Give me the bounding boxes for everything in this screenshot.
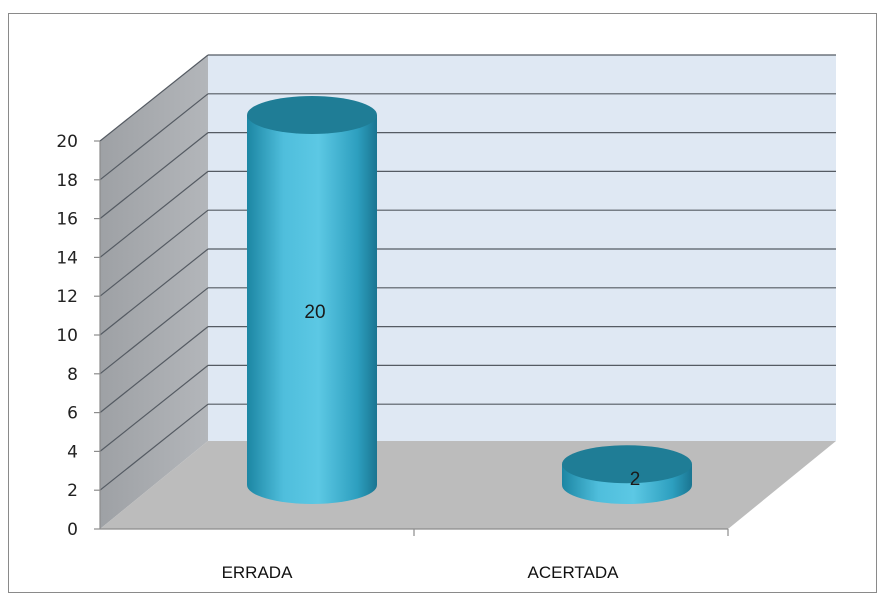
gridline-side-20 [99,54,209,142]
gridline-side-2 [99,403,209,491]
gridline-side-6 [99,326,209,414]
bars: 20 2 [247,96,692,504]
plot-walls [100,55,836,529]
y-tick-label-4: 4 [67,442,78,462]
y-tick-label-18: 18 [56,171,78,191]
y-tick-label-2: 2 [67,481,78,501]
category-label-acertada: ACERTADA [527,563,619,582]
y-tick-labels: 0 2 4 6 8 10 12 14 16 18 20 [56,132,78,540]
gridline-side-10 [99,248,209,336]
floor [100,441,836,529]
y-tick-label-14: 14 [56,248,78,268]
gridline-side-14 [99,170,209,258]
bar-top-0 [247,96,377,134]
gridline-side-18 [99,93,209,181]
data-label-0: 20 [304,302,325,323]
data-label-1: 2 [630,469,641,490]
y-tick-label-20: 20 [56,132,78,152]
bar-body-0 [247,115,377,504]
gridline-side-16 [99,132,209,220]
y-tick-label-6: 6 [67,404,78,424]
gridline-side-12 [99,209,209,297]
y-tick-label-12: 12 [56,287,78,307]
bar-acertada: 2 [562,445,692,504]
y-tick-label-0: 0 [67,520,78,540]
gridline-side-4 [99,364,209,452]
category-label-errada: ERRADA [222,563,294,582]
y-tick-label-10: 10 [56,326,78,346]
gridline-side-8 [99,287,209,375]
category-labels: ERRADA ACERTADA [222,563,620,582]
y-tick-label-16: 16 [56,210,78,230]
y-axis [94,140,729,536]
bar-errada: 20 [247,96,377,504]
bar-top-1 [562,445,692,484]
y-tick-label-8: 8 [67,365,78,385]
